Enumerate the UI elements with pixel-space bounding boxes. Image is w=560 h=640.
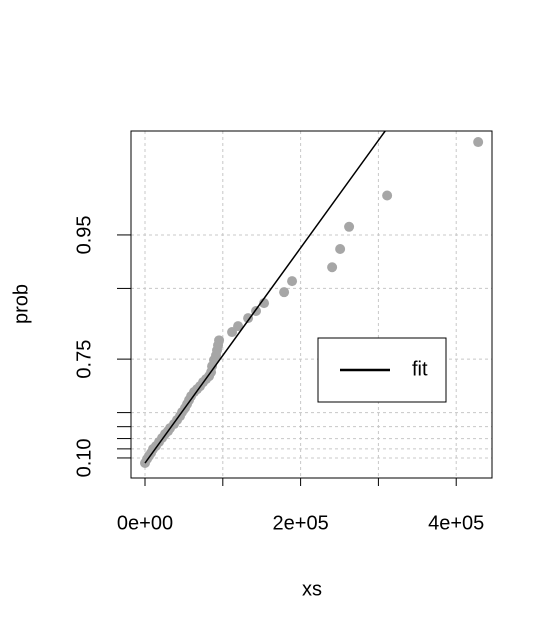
point xyxy=(382,190,393,201)
point xyxy=(279,287,290,298)
y-tick-label: 0.75 xyxy=(73,340,95,379)
plot-frame xyxy=(130,130,493,479)
point xyxy=(287,276,298,287)
point xyxy=(259,298,270,309)
x-tick-label: 4e+05 xyxy=(428,512,484,534)
point xyxy=(335,244,346,255)
point xyxy=(243,313,254,324)
fit-line xyxy=(144,130,386,464)
x-tick-label: 2e+05 xyxy=(273,512,329,534)
y-axis-label: prob xyxy=(10,284,32,324)
point xyxy=(344,221,355,232)
point xyxy=(233,321,244,332)
point xyxy=(214,335,225,346)
x-tick-label: 0e+00 xyxy=(117,512,173,534)
y-tick-label: 0.10 xyxy=(73,438,95,477)
y-tick-label: 0.95 xyxy=(73,215,95,254)
point xyxy=(327,262,338,273)
legend-label: fit xyxy=(412,358,428,380)
point xyxy=(473,137,484,148)
x-axis-label: xs xyxy=(302,578,322,600)
